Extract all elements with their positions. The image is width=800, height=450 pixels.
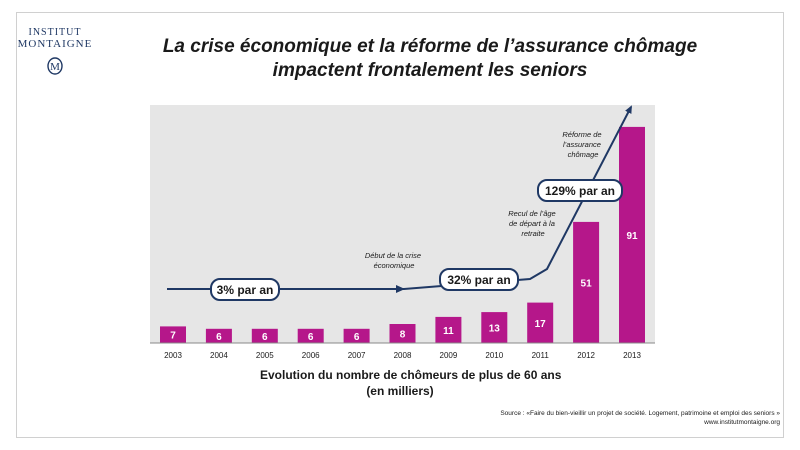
x-tick-label-2007: 2007 [348,351,366,360]
title-line-2: impactent frontalement les seniors [272,60,588,81]
bar-value-label-2004: 6 [216,332,222,343]
title-line-1: La crise économique et la réforme de l’a… [162,36,698,57]
bar-value-label-2011: 17 [535,319,547,330]
x-tick-label-2003: 2003 [164,351,182,360]
bar-value-label-2007: 6 [354,332,360,343]
institut-montaigne-logo: INSTITUT MONTAIGNE M [0,27,110,75]
logo-line-1: INSTITUT [28,27,82,38]
x-tick-label-2006: 2006 [302,351,320,360]
bar-value-label-2008: 8 [400,330,406,341]
bar-2012 [573,221,600,343]
bar-value-label-2003: 7 [170,331,176,342]
x-tick-label-2013: 2013 [623,351,641,360]
x-tick-label-2008: 2008 [394,351,412,360]
source-url: www.institutmontaigne.org [704,419,780,426]
trend-arrow-mid-head [396,285,405,293]
trend-label-129pct: 129% par an [545,184,615,198]
bar-value-label-2012: 51 [581,278,593,289]
bar-value-label-2013: 91 [626,231,638,242]
caption-line-1: Evolution du nombre de chômeurs de plus … [260,368,562,382]
bar-2013 [619,126,645,344]
bar-2007 [343,328,370,344]
x-tick-label-2012: 2012 [577,351,595,360]
bar-2003 [160,326,186,343]
source-note: Source : «Faire du bien-vieillir un proj… [500,409,780,427]
bar-2005 [251,328,278,344]
logo-line-2: MONTAIGNE [17,38,93,50]
annotation-reforme: Réforme de l’assurance chômage [562,130,603,159]
trend-label-3pct: 3% par an [217,283,274,297]
trend-label-box-129pct [537,179,623,202]
x-tick-label-2004: 2004 [210,351,228,360]
trend-label-box-3pct [210,278,280,301]
trend-arrow [167,105,632,290]
source-line-1: Source : «Faire du bien-vieillir un proj… [500,410,780,417]
bar-2004 [205,328,232,344]
bar-2009 [435,316,462,343]
x-tick-label-2005: 2005 [256,351,274,360]
trend-label-box-32pct [439,268,519,291]
svg-text:M: M [50,61,60,73]
bar-2011 [527,302,554,343]
bar-value-label-2006: 6 [308,332,314,343]
x-tick-label-2011: 2011 [532,351,550,360]
bar-2008 [389,324,416,343]
montaigne-emblem-icon: M [47,57,63,75]
bar-value-label-2010: 13 [489,324,501,335]
annotation-debut-crise: Début de la crise économique [365,251,423,270]
x-tick-label-2010: 2010 [485,351,503,360]
bar-value-label-2005: 6 [262,332,268,343]
page-title: La crise économique et la réforme de l’a… [140,35,720,83]
annotation-recul-age: Recul de l’âge de départ à la retraite [508,209,558,238]
bar-2010 [481,312,508,343]
trend-label-32pct: 32% par an [447,273,510,287]
bar-2006 [297,328,324,344]
bar-value-label-2009: 11 [443,326,454,337]
x-tick-label-2009: 2009 [440,351,458,360]
chart-caption: Evolution du nombre de chômeurs de plus … [260,367,562,399]
caption-line-2: (en milliers) [366,384,434,398]
